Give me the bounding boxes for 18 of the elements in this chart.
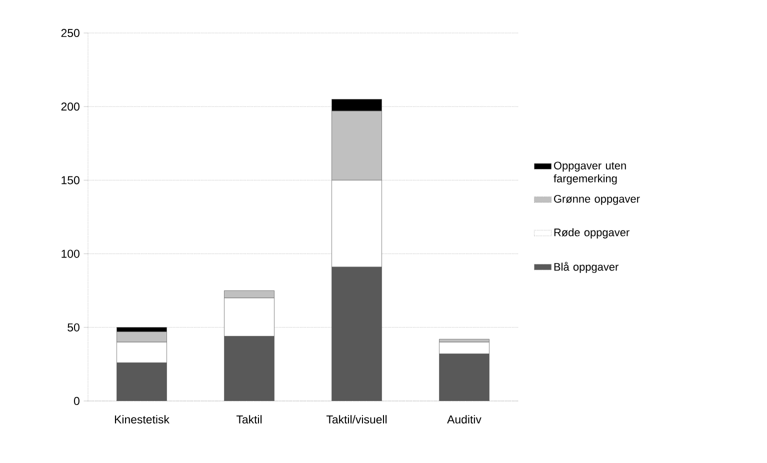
- y-tick-label: 100: [62, 250, 80, 258]
- y-tick-label: 250: [61, 28, 80, 38]
- y-tick-label: 0: [74, 396, 80, 406]
- y-tick-label: 200: [61, 102, 80, 111]
- x-tick-label: Taktil: [236, 415, 262, 424]
- legend-label: Grønne oppgaver: [554, 194, 640, 205]
- bar: [224, 336, 274, 401]
- bar: [116, 362, 167, 401]
- legend-label: Røde oppgaver: [554, 228, 630, 238]
- y-tick-label: 150: [62, 176, 80, 184]
- bar: [332, 266, 382, 401]
- x-tick-label: Auditiv: [447, 415, 482, 424]
- legend-label: Oppgaver uten fargemerking: [554, 162, 626, 185]
- legend-label: Blå oppgaver: [554, 262, 618, 273]
- y-tick-label: 50: [68, 323, 80, 332]
- x-tick-label: Kinestetisk: [114, 415, 170, 424]
- x-tick-label: Taktil/visuell: [326, 415, 387, 424]
- bar: [439, 354, 490, 401]
